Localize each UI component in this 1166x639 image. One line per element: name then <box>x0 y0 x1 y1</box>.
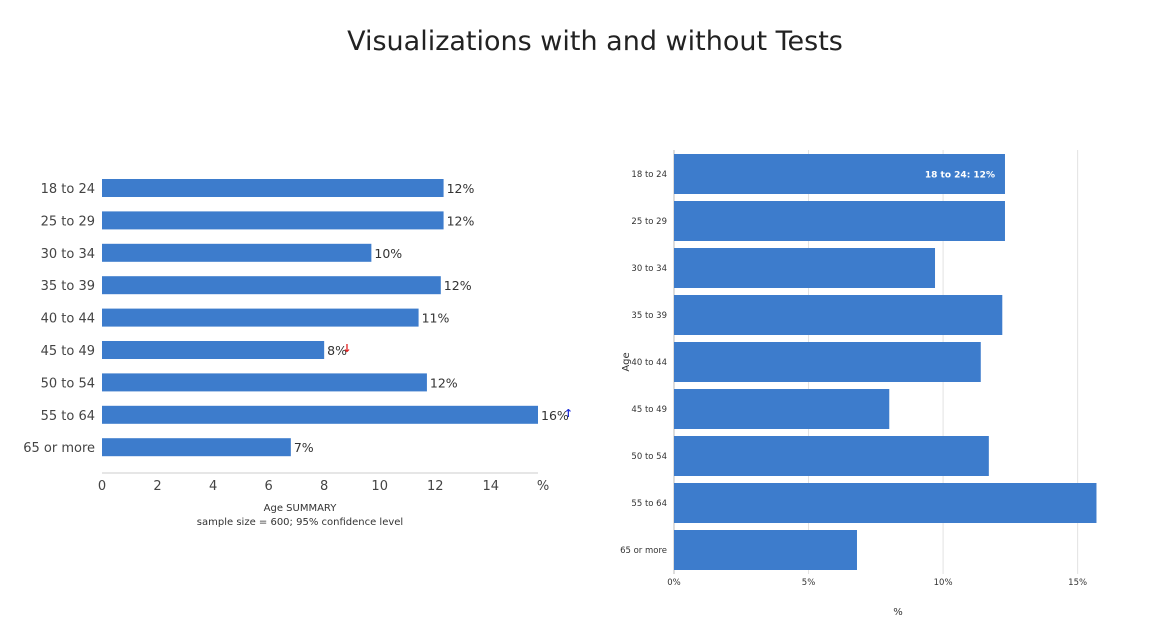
right-bar-tooltip: 18 to 24: 12% <box>925 171 995 181</box>
left-x-tick-label: 0 <box>98 479 106 494</box>
left-category-label: 45 to 49 <box>41 344 95 359</box>
left-bar <box>102 276 441 295</box>
left-bar <box>102 211 444 230</box>
left-value-label: 7% <box>294 440 314 455</box>
left-x-tick-label: 10 <box>371 479 388 494</box>
left-category-label: 25 to 29 <box>41 214 95 229</box>
left-value-label: 12% <box>447 213 475 228</box>
left-value-label: 12% <box>444 278 472 293</box>
right-y-axis-title: Age <box>621 352 632 371</box>
left-category-label: 65 or more <box>23 441 95 456</box>
left-chart-subtitle: sample size = 600; 95% confidence level <box>197 517 403 528</box>
left-value-label: 12% <box>447 181 475 196</box>
left-x-axis-title: Age SUMMARY <box>264 503 338 514</box>
right-bar[interactable] <box>674 295 1003 335</box>
left-category-label: 40 to 44 <box>41 312 95 327</box>
left-bar <box>102 243 372 262</box>
left-category-label: 18 to 24 <box>41 182 95 197</box>
right-x-tick-label: 0% <box>667 578 681 588</box>
right-category-label: 55 to 64 <box>631 499 667 509</box>
right-category-label: 25 to 29 <box>631 217 667 227</box>
left-bar <box>102 405 538 424</box>
left-value-label: 11% <box>422 311 450 326</box>
page-title: Visualizations with and without Tests <box>347 26 843 57</box>
right-category-label: 45 to 49 <box>631 405 667 415</box>
left-x-tick-label: 2 <box>153 479 161 494</box>
right-bar[interactable] <box>674 154 1005 194</box>
right-category-label: 30 to 34 <box>631 264 667 274</box>
right-x-tick-label: 10% <box>934 578 953 588</box>
right-category-label: 50 to 54 <box>631 452 667 462</box>
right-x-axis-title: % <box>893 607 903 618</box>
right-bar[interactable] <box>674 342 981 382</box>
left-bar <box>102 341 325 359</box>
left-x-tick-label: 6 <box>264 479 272 494</box>
left-x-unit-label: % <box>537 479 549 494</box>
left-value-label: 10% <box>374 246 402 261</box>
right-x-tick-label: 15% <box>1068 578 1087 588</box>
right-bar[interactable] <box>674 483 1097 523</box>
left-value-label: 8% <box>327 343 347 358</box>
left-category-label: 35 to 39 <box>41 279 95 294</box>
right-bar[interactable] <box>674 530 857 570</box>
left-bar-chart: 18 to 24 12% 25 to 29 12% 30 to 34 10% 35 to 3… <box>23 179 573 528</box>
down-arrow-icon: ↓ <box>342 342 351 355</box>
right-category-label: 65 or more <box>620 546 667 556</box>
left-value-label: 12% <box>430 375 458 390</box>
right-bar[interactable] <box>674 248 936 288</box>
left-x-tick-label: 12 <box>427 479 444 494</box>
left-category-label: 50 to 54 <box>41 376 95 391</box>
right-bar[interactable] <box>674 389 890 429</box>
right-bar[interactable] <box>674 436 989 476</box>
left-x-tick-label: 14 <box>483 479 500 494</box>
up-arrow-icon: ↑ <box>564 407 573 420</box>
right-category-label: 40 to 44 <box>631 358 667 368</box>
right-category-label: 18 to 24 <box>631 170 667 180</box>
left-bar <box>102 438 291 457</box>
left-x-tick-label: 4 <box>209 479 217 494</box>
left-value-label: 16% <box>541 408 569 423</box>
right-bar[interactable] <box>674 201 1005 241</box>
left-category-label: 55 to 64 <box>41 409 95 424</box>
left-bar <box>102 179 444 197</box>
left-x-tick-label: 8 <box>320 479 328 494</box>
left-category-label: 30 to 34 <box>41 247 95 262</box>
right-category-label: 35 to 39 <box>631 311 667 321</box>
right-x-tick-label: 5% <box>802 578 816 588</box>
left-bar <box>102 373 427 392</box>
left-bar <box>102 308 419 327</box>
